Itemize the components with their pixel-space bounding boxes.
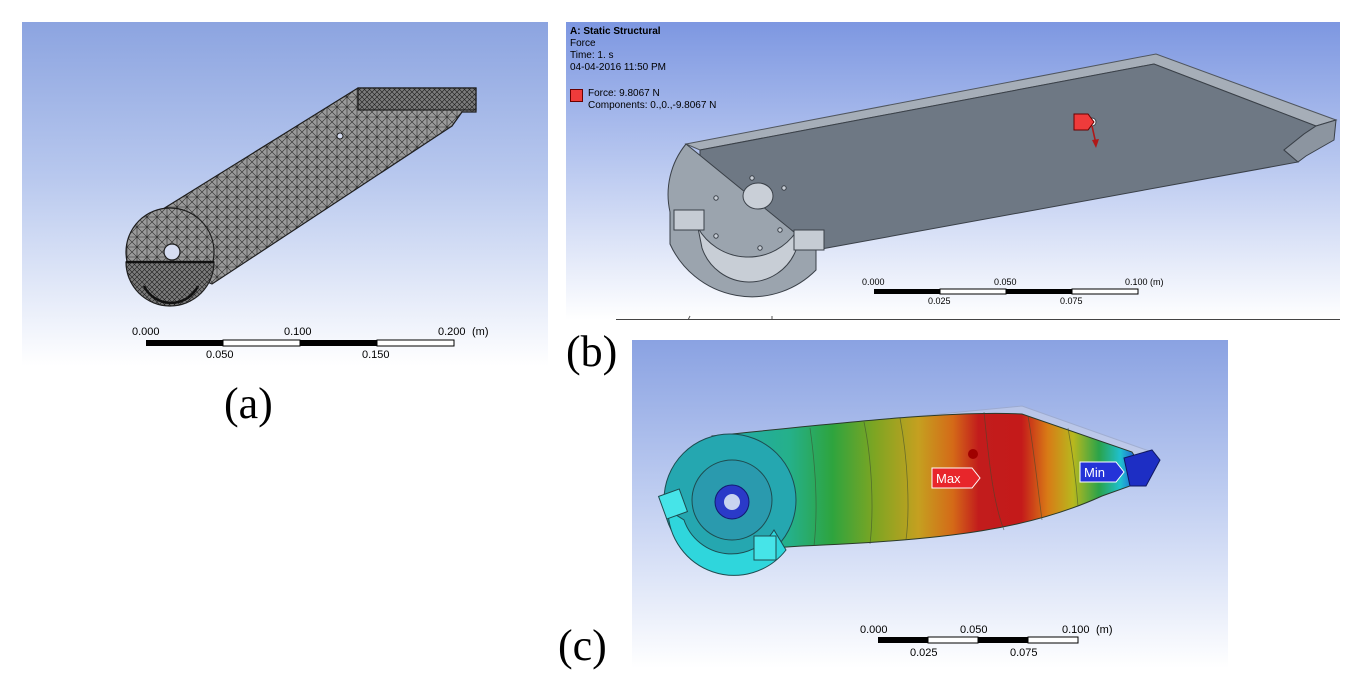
analysis-info: A: Static Structural Force Time: 1. s 04… (570, 26, 716, 112)
center-boss (742, 182, 774, 210)
scale-label-bottom: 0.025 (928, 296, 951, 306)
mesh-tip (357, 87, 477, 111)
scale-unit: (m) (472, 326, 489, 338)
hub-block-right (793, 229, 825, 251)
min-marker: Min (1079, 461, 1125, 483)
scale-label-top: 0.000 (132, 326, 160, 338)
scale-label-top: 0.000 (860, 624, 888, 636)
scale-label-bottom: 0.075 (1010, 647, 1038, 659)
hub-block-left (673, 209, 705, 231)
scale-label-top: 0.050 (994, 277, 1017, 287)
result-drawing: Max Min 0.000 0.050 0.100 (m) 0.025 0.07… (657, 405, 1161, 659)
scale-unit: (m) (1096, 624, 1113, 636)
scale-label-top: 0.100 (1062, 624, 1090, 636)
scale-label-bottom: 0.050 (206, 349, 234, 361)
scale-label-top: 0.100 (1125, 277, 1148, 287)
scale-label-top: 0.200 (438, 326, 466, 338)
force-legend-value: Force: 9.8067 N (588, 88, 660, 99)
mesh-small-hole (336, 132, 344, 140)
scale-bar: 0.000 0.050 0.100 (m) 0.025 0.075 (862, 277, 1164, 306)
scale-bar: 0.000 0.050 0.100 (m) 0.025 0.075 (860, 624, 1113, 659)
analysis-date: 04-04-2016 11:50 PM (570, 62, 666, 73)
analysis-title: A: Static Structural (570, 26, 661, 37)
max-marker: Max (931, 467, 981, 489)
mesh-drawing: 0.000 0.100 0.200 (m) 0.050 0.150 (125, 87, 489, 361)
force-legend: Force: 9.8067 N Components: 0.,0.,-9.806… (570, 88, 716, 112)
panel-label-a: (a) (224, 379, 273, 428)
part-main-face (699, 63, 1318, 251)
max-marker-label: Max (936, 471, 961, 486)
min-marker-label: Min (1084, 465, 1105, 480)
result-view-panel: Max Min 0.000 0.050 0.100 (m) 0.025 0.07… (632, 340, 1228, 668)
force-swatch (570, 89, 583, 102)
force-drawing: 0.000 0.050 0.100 (m) 0.025 0.075 (667, 53, 1338, 320)
scale-unit: (m) (1150, 277, 1164, 287)
max-point (968, 449, 978, 459)
mesh-view-panel: 0.000 0.100 0.200 (m) 0.050 0.150 (22, 22, 548, 366)
force-marker-tag (1073, 113, 1095, 131)
bottom-divider (616, 319, 1340, 320)
panel-label-c: (c) (558, 621, 607, 670)
part-side-face (1283, 119, 1337, 163)
analysis-time: Time: 1. s (570, 50, 614, 61)
scale-bar: 0.000 0.100 0.200 (m) 0.050 0.150 (132, 326, 489, 361)
mesh-hub-lower (125, 261, 215, 307)
mesh-hole (163, 243, 181, 261)
analysis-object: Force (570, 38, 596, 49)
scale-label-bottom: 0.150 (362, 349, 390, 361)
scale-label-bottom: 0.025 (910, 647, 938, 659)
force-view-panel: 0.000 0.050 0.100 (m) 0.025 0.075 A: Sta… (566, 22, 1340, 320)
scale-label-top: 0.050 (960, 624, 988, 636)
contour-tip (1123, 449, 1161, 487)
scale-label-top: 0.100 (284, 326, 312, 338)
force-legend-components: Components: 0.,0.,-9.8067 N (588, 100, 717, 111)
panel-label-b: (b) (566, 327, 618, 376)
scale-label-bottom: 0.075 (1060, 296, 1083, 306)
scale-label-top: 0.000 (862, 277, 885, 287)
